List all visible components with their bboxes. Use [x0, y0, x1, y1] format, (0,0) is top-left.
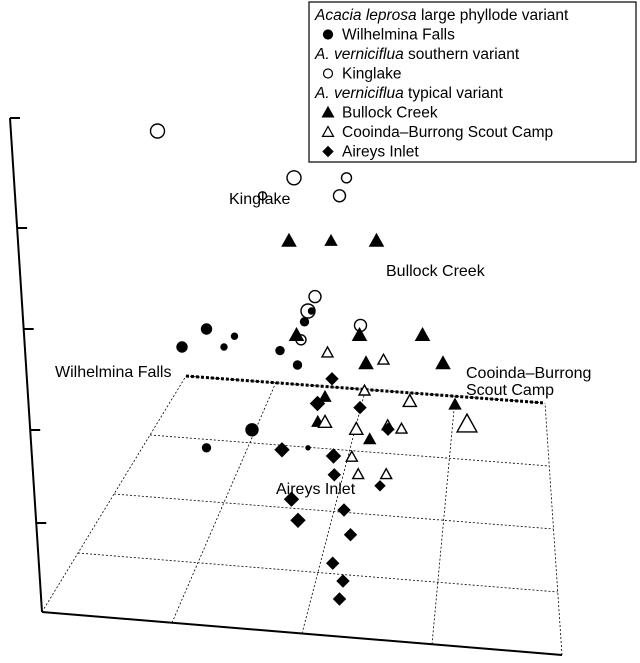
legend-entry-label: Kinglake	[342, 66, 401, 83]
open-triangle-point	[351, 467, 365, 480]
filled-triangle-point	[368, 232, 385, 247]
filled-circle-point	[201, 443, 212, 453]
filled-diamond-point	[337, 503, 351, 517]
open-circle-point	[257, 191, 268, 201]
filled-triangle-point	[414, 326, 431, 341]
open-triangle-point	[320, 345, 335, 358]
filled-diamond-point	[325, 372, 339, 386]
filled-diamond-point	[274, 442, 290, 458]
legend-variant-name: typical variant	[404, 85, 504, 102]
filled-circle-point	[275, 345, 285, 356]
floor-grid	[41, 374, 563, 656]
legend-group-title: A. verniciflua southern variant	[314, 46, 520, 63]
open-triangle-point	[379, 467, 393, 480]
filled-circle-point	[220, 343, 228, 351]
filled-triangle-point	[435, 355, 451, 370]
legend-symbol-filled-circle	[322, 29, 334, 40]
filled-triangle-point	[351, 326, 368, 341]
legend-symbol-filled-triangle	[321, 105, 335, 118]
open-triangle-point	[394, 421, 409, 434]
filled-circle-point	[305, 445, 311, 451]
filled-triangle-point	[281, 232, 297, 247]
filled-diamond-point	[374, 480, 386, 492]
open-triangle-point	[348, 420, 365, 435]
filled-circle-point	[307, 307, 316, 315]
open-triangle-point	[402, 393, 418, 408]
filled-diamond-point	[343, 527, 358, 542]
annotation-kinglake: Kinglake	[229, 191, 290, 208]
legend-variant-name: large phyllode variant	[417, 7, 569, 24]
filled-triangle-point	[448, 397, 462, 410]
legend-entry-label: Wilhelmina Falls	[342, 27, 455, 44]
filled-diamond-point	[290, 512, 306, 529]
legend-group-title: A. verniciflua typical variant	[314, 85, 503, 102]
open-circle-point	[340, 172, 353, 184]
filled-circle-point	[230, 332, 239, 340]
filled-diamond-point	[336, 574, 350, 588]
legend-species-name: Acacia leprosa	[314, 7, 417, 24]
horizontal-axis-line	[41, 611, 563, 656]
filled-triangle-point	[288, 326, 305, 341]
filled-circle-point	[299, 317, 310, 327]
annotation-cooinda: Scout Camp	[466, 382, 554, 399]
legend-symbol-open-circle	[322, 68, 334, 79]
legend-variant-name: southern variant	[404, 46, 520, 63]
annotation-bullock: Bullock Creek	[386, 263, 486, 280]
legend-species-name: A. verniciflua	[314, 46, 404, 63]
filled-circle-point	[200, 323, 213, 335]
open-circle-point	[308, 289, 322, 304]
data-points	[149, 123, 479, 606]
filled-circle-point	[292, 360, 303, 370]
legend-box	[308, 1, 637, 163]
axis-frame	[9, 117, 563, 656]
open-triangle-point	[376, 352, 391, 365]
filled-diamond-point	[332, 592, 347, 606]
annotation-aireys: Aireys Inlet	[276, 481, 356, 498]
filled-triangle-point	[358, 355, 374, 370]
filled-diamond-point	[309, 395, 326, 412]
grid-line	[431, 396, 456, 645]
group-annotations: Kinglake Bullock Creek Wilhelmina Falls Coo…	[55, 191, 591, 498]
legend: Acacia leprosa large phyllode variant Wil…	[308, 1, 637, 163]
legend-entry-label: Aireys Inlet	[342, 144, 419, 161]
open-circle-point	[332, 189, 347, 203]
filled-diamond-point	[325, 448, 342, 464]
grid-line	[171, 382, 277, 623]
legend-entry-label: Cooinda–Burrong Scout Camp	[342, 124, 553, 141]
filled-triangle-point	[318, 389, 332, 402]
open-circle-point	[149, 123, 166, 139]
open-triangle-point	[317, 413, 333, 428]
legend-species-name: A. verniciflua	[314, 85, 404, 102]
open-triangle-point	[455, 412, 479, 433]
legend-symbol-filled-diamond	[322, 145, 334, 158]
grid-line	[77, 552, 558, 593]
filled-diamond-point	[381, 422, 395, 436]
filled-diamond-point	[283, 491, 300, 507]
grid-line	[149, 434, 550, 467]
legend-entry-label: Bullock Creek	[342, 105, 438, 122]
filled-triangle-point	[324, 233, 338, 246]
grid-line	[113, 493, 554, 530]
filled-circle-point	[245, 423, 259, 437]
filled-circle-point	[176, 341, 188, 353]
filled-diamond-point	[353, 400, 367, 415]
annotation-wilhelmina: Wilhelmina Falls	[55, 364, 171, 381]
legend-symbol-open-triangle	[321, 125, 335, 137]
open-triangle-point	[345, 449, 359, 462]
legend-group-title: Acacia leprosa large phyllode variant	[314, 7, 569, 24]
vertical-axis-line	[9, 117, 43, 613]
open-circle-point	[286, 170, 302, 186]
open-triangle-point	[357, 383, 372, 396]
filled-diamond-point	[327, 468, 342, 482]
filled-triangle-point	[363, 432, 377, 445]
annotation-cooinda: Cooinda–Burrong	[466, 365, 591, 382]
filled-diamond-point	[325, 556, 340, 570]
